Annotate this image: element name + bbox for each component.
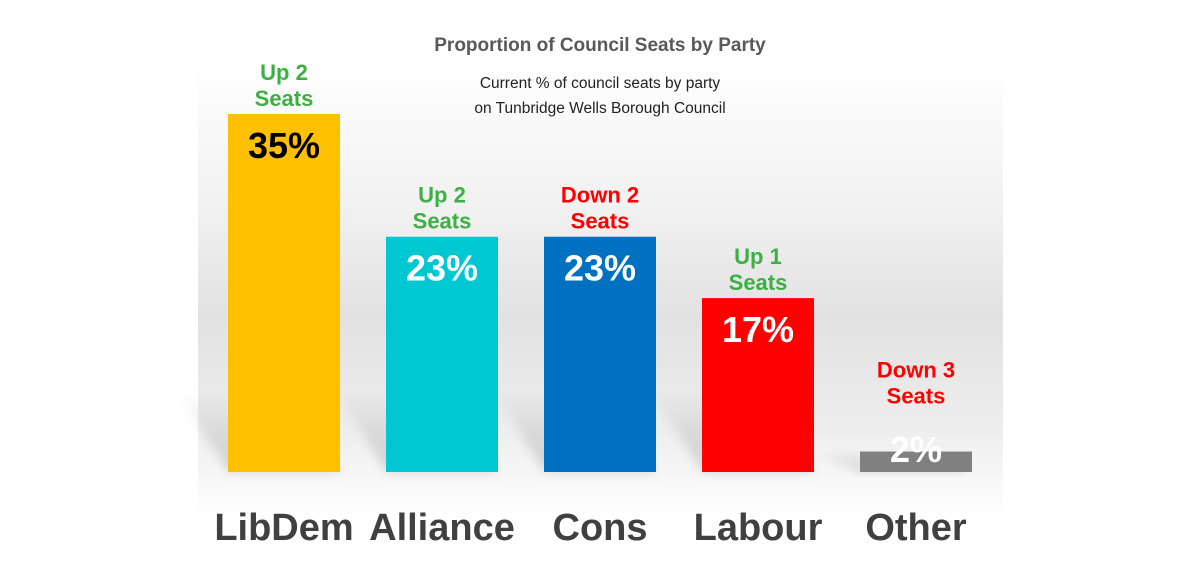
change-label-libdem-unit: Seats [255, 86, 314, 111]
value-label-cons: 23% [564, 248, 636, 289]
category-label-labour: Labour [694, 507, 823, 549]
chart-title: Proportion of Council Seats by Party [434, 35, 766, 56]
bar-other [860, 451, 972, 472]
value-label-labour: 17% [722, 309, 794, 350]
change-label-labour-amount: Up 1 [734, 244, 782, 269]
change-label-other-amount: Down 3 [877, 358, 955, 383]
value-label-other: 2% [890, 429, 942, 470]
bar-alliance [386, 236, 498, 472]
category-label-alliance: Alliance [369, 507, 515, 549]
category-label-libdem: LibDem [214, 507, 353, 549]
bar-cons [544, 236, 656, 472]
change-label-labour-unit: Seats [729, 270, 788, 295]
value-label-alliance: 23% [406, 248, 478, 289]
change-label-cons-amount: Down 2 [561, 183, 639, 208]
change-label-other-unit: Seats [887, 384, 946, 409]
bar-labour [702, 298, 814, 472]
change-label-cons-unit: Seats [571, 209, 630, 234]
value-label-libdem: 35% [248, 125, 320, 166]
chart-subtitle-line-2: on Tunbridge Wells Borough Council [474, 100, 725, 117]
bar-libdem [228, 114, 340, 472]
change-label-libdem-amount: Up 2 [260, 60, 308, 85]
category-label-cons: Cons [553, 507, 648, 549]
category-label-other: Other [865, 507, 967, 549]
chart-subtitle-line-1: Current % of council seats by party [480, 75, 721, 92]
change-label-alliance-unit: Seats [413, 209, 472, 234]
change-label-alliance-amount: Up 2 [418, 183, 466, 208]
